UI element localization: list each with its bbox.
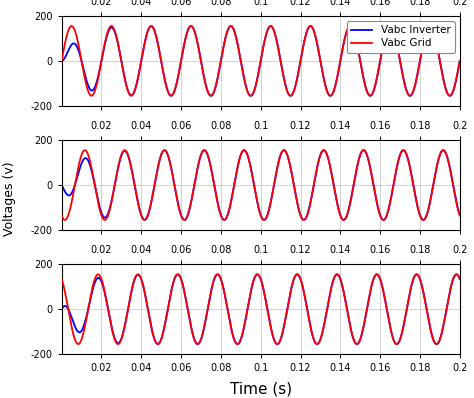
Vabc Grid (229, 196, 235, 201)
Vabc Inverter (457, 213, 463, 218)
Vabc Grid (406, 293, 412, 298)
Vabc Inverter (406, 93, 412, 98)
Vabc Inverter (128, 93, 134, 98)
Vabc Inverter (59, 307, 64, 312)
Vabc Grid (59, 213, 64, 218)
Vabc Grid (457, 277, 463, 281)
Vabc Grid (104, 31, 110, 36)
Vabc Inverter (454, 272, 459, 277)
Vabc Grid (69, 23, 74, 28)
Vabc Grid (449, 91, 455, 96)
Vabc Inverter (104, 213, 110, 218)
Vabc Inverter (211, 183, 217, 188)
Vabc Inverter (449, 91, 455, 96)
Vabc Grid (59, 59, 64, 63)
Vabc Grid (59, 277, 64, 281)
Vabc Grid (229, 24, 235, 29)
Vabc Inverter (59, 59, 64, 63)
Vabc Inverter (128, 162, 134, 167)
Vabc Grid (211, 88, 217, 93)
Vabc Grid (211, 184, 217, 189)
Vabc Grid (457, 59, 463, 63)
Vabc Grid (128, 93, 134, 98)
Vabc Inverter (229, 328, 235, 332)
X-axis label: Time (s): Time (s) (229, 382, 292, 396)
Line: Vabc Grid: Vabc Grid (62, 150, 460, 220)
Vabc Inverter (128, 293, 134, 298)
Line: Vabc Inverter: Vabc Inverter (62, 150, 460, 220)
Vabc Grid (406, 162, 412, 166)
Vabc Inverter (406, 161, 412, 166)
Vabc Grid (211, 276, 217, 281)
Vabc Inverter (447, 94, 453, 98)
Vabc Inverter (211, 89, 217, 94)
Vabc Inverter (229, 24, 235, 29)
Vabc Grid (457, 213, 463, 218)
Vabc Grid (447, 94, 453, 98)
Vabc Inverter (104, 301, 110, 306)
Vabc Inverter (440, 148, 446, 152)
Vabc Inverter (449, 178, 455, 182)
Line: Vabc Inverter: Vabc Inverter (62, 274, 460, 344)
Vabc Inverter (457, 277, 463, 281)
Vabc Inverter (406, 294, 412, 299)
Vabc Grid (454, 272, 459, 277)
Vabc Grid (104, 302, 110, 306)
Vabc Grid (449, 178, 455, 182)
Vabc Grid (75, 342, 81, 347)
Vabc Grid (449, 280, 455, 285)
Vabc Grid (104, 215, 110, 220)
Text: Voltages (v): Voltages (v) (3, 162, 16, 236)
Vabc Inverter (59, 183, 64, 187)
Line: Vabc Grid: Vabc Grid (62, 274, 460, 344)
Vabc Inverter (211, 277, 217, 281)
Line: Vabc Inverter: Vabc Inverter (62, 26, 460, 96)
Vabc Grid (62, 218, 68, 222)
Vabc Inverter (457, 59, 463, 63)
Vabc Grid (128, 163, 134, 168)
Vabc Grid (128, 292, 134, 297)
Vabc Inverter (104, 33, 110, 38)
Vabc Grid (229, 328, 235, 333)
Vabc Inverter (449, 280, 455, 285)
Vabc Inverter (420, 218, 426, 222)
Vabc Inverter (427, 23, 433, 28)
Vabc Grid (406, 93, 412, 98)
Vabc Inverter (229, 197, 235, 201)
Vabc Grid (440, 148, 446, 152)
Vabc Inverter (434, 342, 439, 347)
Line: Vabc Grid: Vabc Grid (62, 26, 460, 96)
Legend: Vabc Inverter, Vabc Grid: Vabc Inverter, Vabc Grid (347, 21, 455, 53)
